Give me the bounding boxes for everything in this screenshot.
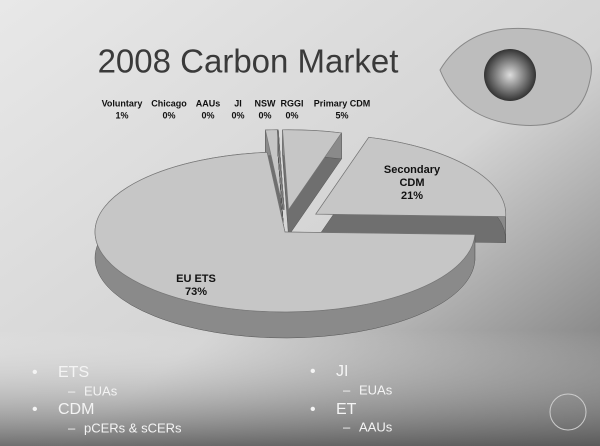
background-shade	[0, 330, 600, 446]
pie	[94, 129, 507, 339]
value-label: 1%	[115, 110, 128, 120]
value-label: 21%	[401, 190, 423, 202]
slice-top	[315, 136, 507, 217]
slice-label: Voluntary	[102, 98, 143, 108]
value-label: 0%	[258, 110, 271, 120]
bullet-marker: •	[32, 364, 38, 381]
sub-bullet: pCERs & sCERs	[84, 420, 182, 435]
pie-slice	[282, 129, 343, 237]
sub-bullet: EUAs	[84, 383, 118, 398]
slice-label: Primary CDM	[314, 98, 371, 108]
bullet: JI	[336, 363, 348, 380]
value-label: 0%	[201, 110, 214, 120]
bullets: • ETS – EUAs • CDM – pCERs & sCERs • JI …	[32, 363, 393, 435]
sub-marker: –	[68, 420, 76, 435]
slice-label: NSW	[255, 98, 277, 108]
bullet: ETS	[58, 364, 89, 381]
sub-marker: –	[343, 419, 351, 434]
bullet-marker: •	[310, 363, 316, 380]
bullet-marker: •	[32, 401, 38, 418]
sub-marker: –	[343, 382, 351, 397]
sub-bullet: AAUs	[359, 419, 393, 434]
leaf-image	[439, 27, 592, 126]
pie-slice	[315, 136, 507, 243]
logo	[549, 393, 587, 431]
slice-label: JI	[234, 98, 242, 108]
slice-top	[94, 151, 476, 313]
bullet: CDM	[58, 401, 94, 418]
sub-marker: –	[68, 383, 76, 398]
slice-top	[264, 129, 284, 210]
slice-label: Chicago	[151, 98, 187, 108]
slide-title: 2008 Carbon Market	[98, 43, 399, 80]
slice-top	[277, 129, 285, 210]
value-label: 73%	[185, 286, 207, 298]
slice-top	[282, 129, 343, 211]
value-label: 5%	[335, 110, 348, 120]
slice-label: EU ETS	[176, 273, 216, 285]
value-label: 0%	[231, 110, 244, 120]
value-label: 0%	[162, 110, 175, 120]
bullet: ET	[336, 401, 357, 418]
bullet-marker: •	[310, 401, 316, 418]
slice-label: RGGI	[280, 98, 303, 108]
sub-bullet: EUAs	[359, 382, 393, 397]
slice-label: AAUs	[196, 98, 221, 108]
labels: Voluntary 1% Chicago 0% AAUs 0% JI 0% NSW 0% RGGI 0…	[102, 98, 441, 298]
pie-slice	[94, 151, 476, 339]
slice-label: Secondary CDM	[384, 164, 441, 189]
value-label: 0%	[285, 110, 298, 120]
